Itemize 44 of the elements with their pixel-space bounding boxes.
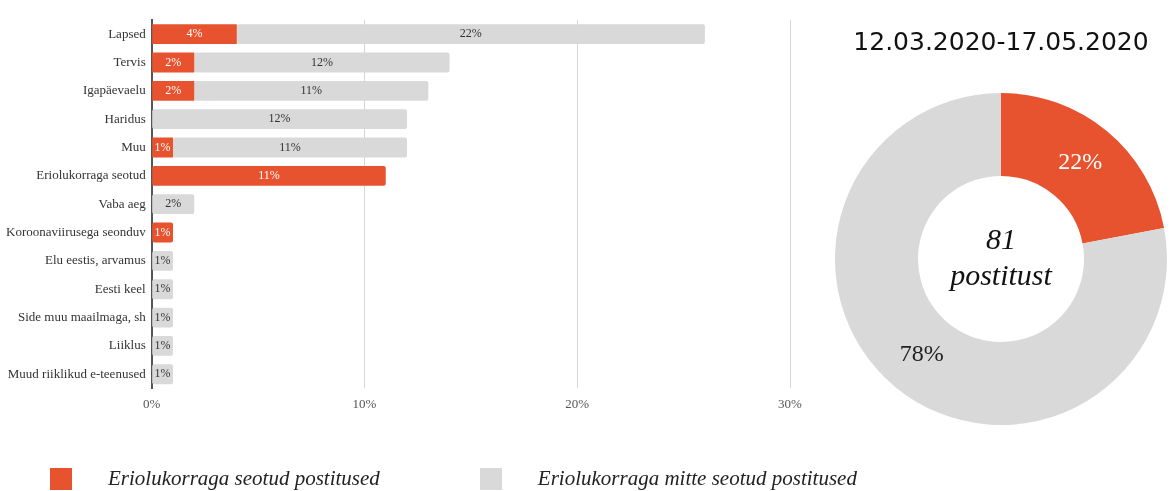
bar [152,80,195,101]
data-label: 2% [165,54,182,69]
data-label: 22% [1058,148,1103,175]
data-label: 1% [154,309,171,324]
bar [152,165,386,186]
data-label: 11% [279,139,301,154]
data-label: 11% [300,83,323,97]
data-label: 1% [154,281,171,296]
data-label: 1% [154,139,171,154]
x-tick-label: 0% [143,395,161,411]
data-label: 1% [154,253,171,268]
data-label: 4% [186,26,203,41]
data-label: 12% [310,54,333,69]
y-tick-label: Eesti keel [94,280,147,296]
data-label: 2% [165,83,182,97]
y-tick-label: Vaba aeg [98,195,147,211]
bar [152,194,195,215]
data-label: 1% [154,366,171,381]
data-label: 2% [165,196,182,211]
data-label: 1% [154,338,171,353]
x-tick-label: 30% [778,395,803,411]
y-tick-label: Muud riiklikud e-teenused [7,365,147,381]
x-tick-label: 20% [565,395,590,411]
legend-label: Eriolukorraga mitte seotud postitused [537,466,857,491]
chart-title: 12.03.2020-17.05.2020 [853,26,1149,56]
data-label: 22% [459,26,482,41]
legend-label: Eriolukorraga seotud postitused [108,466,380,491]
y-tick-label: Muu [121,138,147,154]
data-label: 12% [268,111,291,126]
y-tick-label: Koroonaviirusega seonduv [6,223,147,239]
data-label: 78% [899,340,944,367]
y-tick-label: Igapäevaelu [82,82,147,98]
bar [152,24,237,45]
data-label: 1% [154,224,171,239]
y-tick-label: Eriolukorraga seotud [36,167,147,183]
y-tick-label: Side muu maailmaga, sh [17,308,147,324]
y-tick-label: Lapsed [108,25,147,41]
x-tick-label: 10% [352,395,377,411]
y-tick-label: Haridus [104,110,146,126]
y-tick-label: Liiklus [108,337,146,353]
text: 81 postitust [948,221,1053,291]
y-tick-label: Tervis [113,53,146,69]
data-label: 11% [258,168,280,183]
y-tick-label: Elu eestis, arvamus [44,252,146,268]
